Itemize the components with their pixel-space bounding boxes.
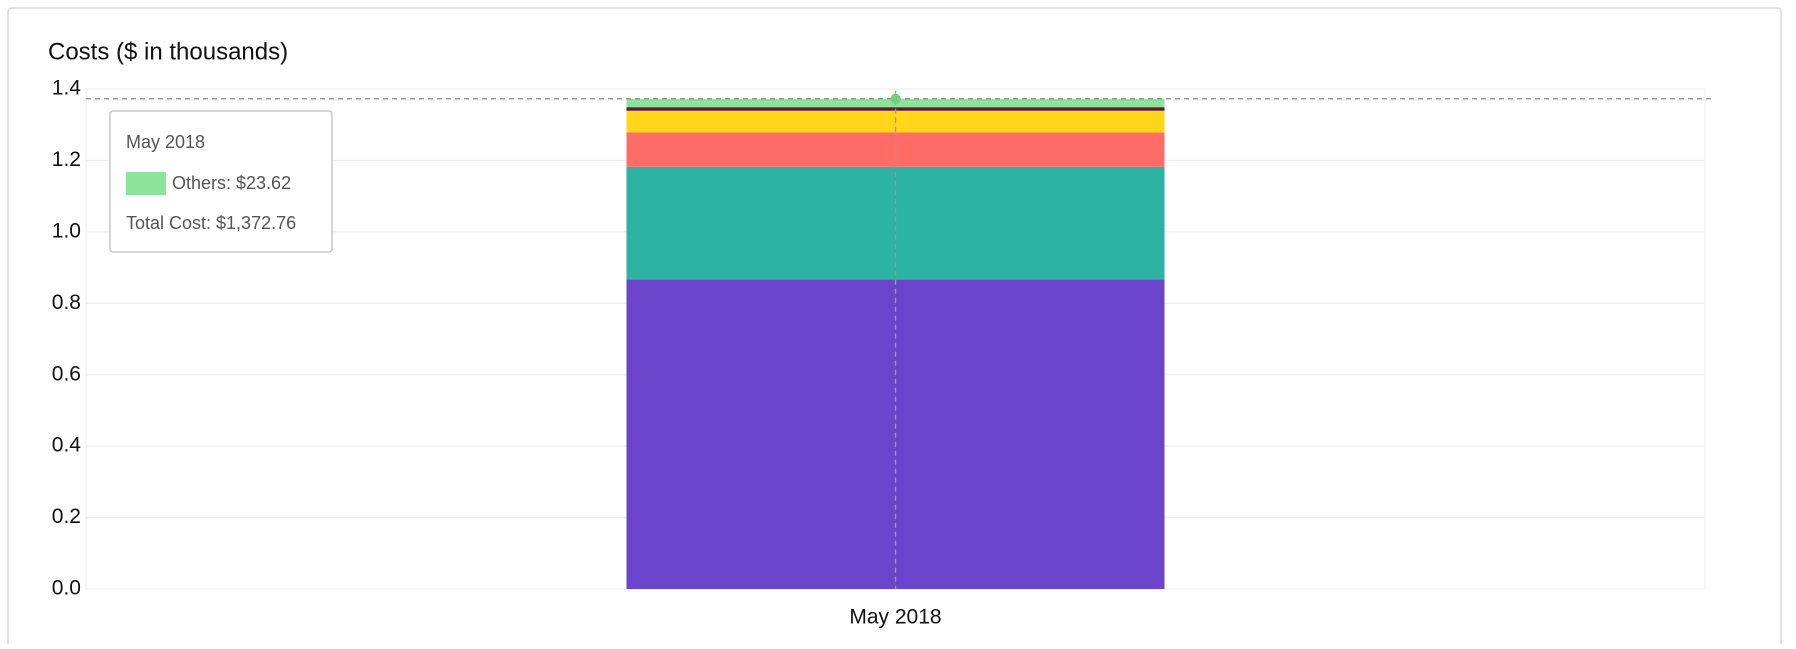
tooltip-swatch <box>126 172 166 195</box>
y-tick-label: 0.6 <box>52 362 81 385</box>
chart-title: Costs ($ in thousands) <box>48 38 288 65</box>
y-tick-label: 0.2 <box>52 505 81 528</box>
tooltip-title: May 2018 <box>126 132 205 152</box>
y-tick-label: 0.0 <box>52 577 81 600</box>
tooltip-total: Total Cost: $1,372.76 <box>126 213 296 233</box>
y-tick-label: 1.0 <box>52 219 81 242</box>
y-tick-label: 1.2 <box>52 148 81 171</box>
tooltip: May 2018 Others: $23.62 Total Cost: $1,372… <box>109 110 333 253</box>
y-tick-label: 1.4 <box>52 77 82 100</box>
hover-point <box>890 93 901 104</box>
x-tick-label: May 2018 <box>849 606 941 629</box>
tooltip-item: Others: $23.62 <box>172 173 291 193</box>
tooltip-box <box>109 110 333 253</box>
y-tick-label: 0.4 <box>52 434 82 457</box>
y-tick-label: 0.8 <box>52 291 81 314</box>
